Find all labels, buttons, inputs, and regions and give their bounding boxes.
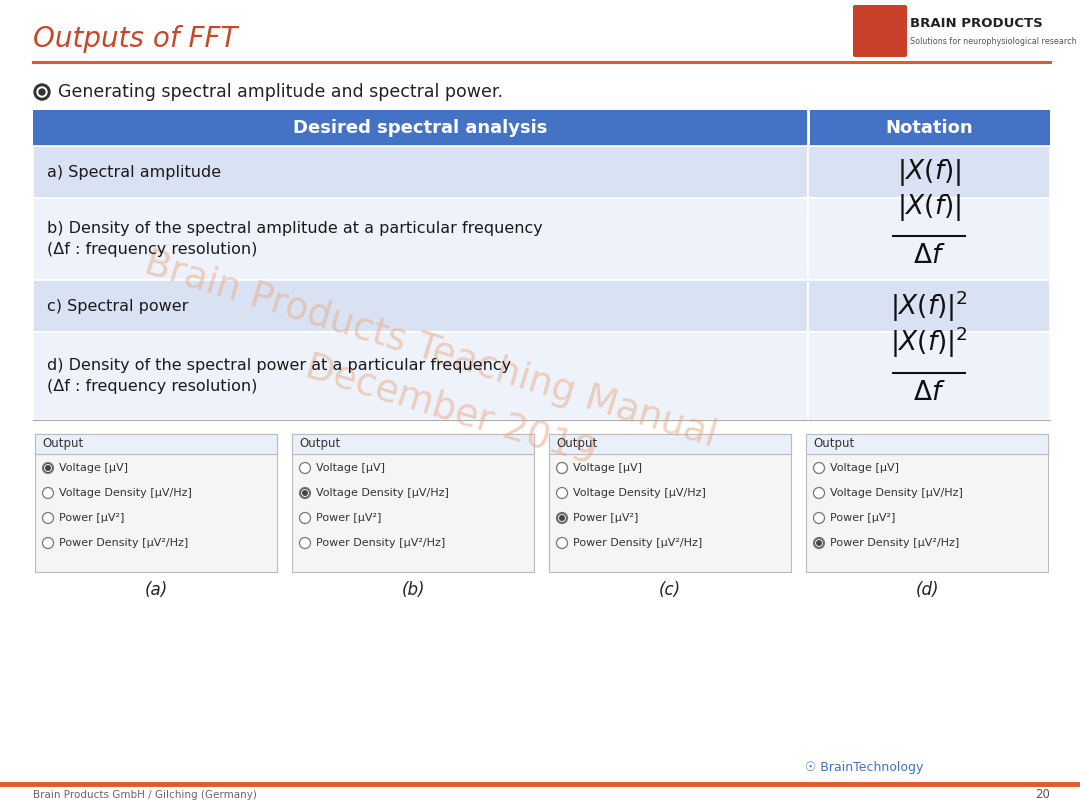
Bar bbox=[808, 280, 1050, 332]
Text: Voltage Density [μV/Hz]: Voltage Density [μV/Hz] bbox=[573, 488, 706, 498]
Text: Power [μV²]: Power [μV²] bbox=[573, 513, 638, 523]
FancyBboxPatch shape bbox=[35, 434, 276, 572]
Circle shape bbox=[813, 463, 824, 474]
Text: Desired spectral analysis: Desired spectral analysis bbox=[294, 119, 548, 137]
Bar bbox=[33, 110, 1050, 146]
Text: $\Delta f$: $\Delta f$ bbox=[913, 243, 945, 268]
Text: (c): (c) bbox=[659, 581, 681, 599]
Text: Power [μV²]: Power [μV²] bbox=[831, 513, 895, 523]
Circle shape bbox=[816, 540, 822, 546]
Bar bbox=[33, 332, 808, 420]
Circle shape bbox=[299, 538, 311, 548]
FancyBboxPatch shape bbox=[853, 5, 907, 57]
Text: Output: Output bbox=[299, 437, 340, 450]
Text: b) Density of the spectral amplitude at a particular frequency
(Δf : frequency r: b) Density of the spectral amplitude at … bbox=[48, 221, 543, 257]
Bar bbox=[35, 434, 276, 454]
Circle shape bbox=[556, 463, 567, 474]
Circle shape bbox=[556, 488, 567, 498]
Circle shape bbox=[42, 538, 54, 548]
Text: Voltage [μV]: Voltage [μV] bbox=[316, 463, 384, 473]
Text: (b): (b) bbox=[402, 581, 424, 599]
Circle shape bbox=[556, 538, 567, 548]
FancyBboxPatch shape bbox=[292, 434, 534, 572]
Text: Power [μV²]: Power [μV²] bbox=[316, 513, 381, 523]
Text: Brain Products Teaching Manual: Brain Products Teaching Manual bbox=[139, 245, 720, 454]
Text: Solutions for neurophysiological research: Solutions for neurophysiological researc… bbox=[910, 37, 1077, 46]
Text: Power Density [μV²/Hz]: Power Density [μV²/Hz] bbox=[316, 538, 445, 548]
Circle shape bbox=[37, 87, 48, 97]
Bar bbox=[808, 146, 1050, 198]
Bar bbox=[33, 198, 808, 280]
Text: $|X(f)|$: $|X(f)|$ bbox=[896, 192, 961, 223]
Bar bbox=[808, 332, 1050, 420]
Text: Voltage Density [μV/Hz]: Voltage Density [μV/Hz] bbox=[831, 488, 963, 498]
Text: Voltage Density [μV/Hz]: Voltage Density [μV/Hz] bbox=[316, 488, 449, 498]
Text: $\mathit{|X(f)|}$: $\mathit{|X(f)|}$ bbox=[896, 156, 961, 187]
Circle shape bbox=[813, 513, 824, 523]
Text: Power [μV²]: Power [μV²] bbox=[59, 513, 124, 523]
Text: (a): (a) bbox=[145, 581, 167, 599]
Text: Brain Products GmbH / Gilching (Germany): Brain Products GmbH / Gilching (Germany) bbox=[33, 790, 257, 800]
Bar bbox=[549, 434, 791, 454]
Text: Power Density [μV²/Hz]: Power Density [μV²/Hz] bbox=[59, 538, 188, 548]
Text: Output: Output bbox=[813, 437, 854, 450]
Text: BRAIN PRODUCTS: BRAIN PRODUCTS bbox=[910, 17, 1043, 30]
Circle shape bbox=[299, 513, 311, 523]
Text: Voltage [μV]: Voltage [μV] bbox=[831, 463, 899, 473]
Circle shape bbox=[813, 538, 824, 548]
Text: $|X(f)|^2$: $|X(f)|^2$ bbox=[890, 288, 968, 324]
Text: d) Density of the spectral power at a particular frequency
(Δf : frequency resol: d) Density of the spectral power at a pa… bbox=[48, 358, 511, 394]
Text: (d): (d) bbox=[915, 581, 939, 599]
Circle shape bbox=[299, 463, 311, 474]
Text: 20: 20 bbox=[1035, 788, 1050, 802]
Text: Output: Output bbox=[42, 437, 83, 450]
Text: Voltage [μV]: Voltage [μV] bbox=[573, 463, 642, 473]
Text: Notation: Notation bbox=[886, 119, 973, 137]
Text: December 2019: December 2019 bbox=[300, 348, 599, 471]
Text: $|X(f)|^2$: $|X(f)|^2$ bbox=[890, 325, 968, 360]
Text: c) Spectral power: c) Spectral power bbox=[48, 299, 188, 313]
Circle shape bbox=[302, 490, 308, 496]
Text: a) Spectral amplitude: a) Spectral amplitude bbox=[48, 164, 221, 180]
Text: Power Density [μV²/Hz]: Power Density [μV²/Hz] bbox=[831, 538, 959, 548]
Circle shape bbox=[42, 463, 54, 474]
Text: $\Delta f$: $\Delta f$ bbox=[913, 380, 945, 405]
FancyBboxPatch shape bbox=[549, 434, 791, 572]
Bar bbox=[806, 434, 1048, 454]
Text: Generating spectral amplitude and spectral power.: Generating spectral amplitude and spectr… bbox=[58, 83, 503, 101]
Circle shape bbox=[556, 513, 567, 523]
Circle shape bbox=[559, 515, 565, 521]
Text: Power Density [μV²/Hz]: Power Density [μV²/Hz] bbox=[573, 538, 702, 548]
Text: ☉ BrainTechnology: ☉ BrainTechnology bbox=[805, 761, 923, 774]
Circle shape bbox=[42, 488, 54, 498]
Circle shape bbox=[299, 488, 311, 498]
Text: Voltage [μV]: Voltage [μV] bbox=[59, 463, 129, 473]
Circle shape bbox=[33, 84, 50, 100]
Circle shape bbox=[42, 513, 54, 523]
Circle shape bbox=[39, 89, 45, 95]
Text: Voltage Density [μV/Hz]: Voltage Density [μV/Hz] bbox=[59, 488, 192, 498]
Circle shape bbox=[45, 465, 51, 471]
FancyBboxPatch shape bbox=[806, 434, 1048, 572]
Text: Output: Output bbox=[556, 437, 597, 450]
Bar bbox=[33, 280, 808, 332]
Bar bbox=[292, 434, 534, 454]
Text: Outputs of FFT: Outputs of FFT bbox=[33, 25, 238, 53]
Circle shape bbox=[813, 488, 824, 498]
Bar bbox=[808, 198, 1050, 280]
Bar bbox=[33, 146, 808, 198]
